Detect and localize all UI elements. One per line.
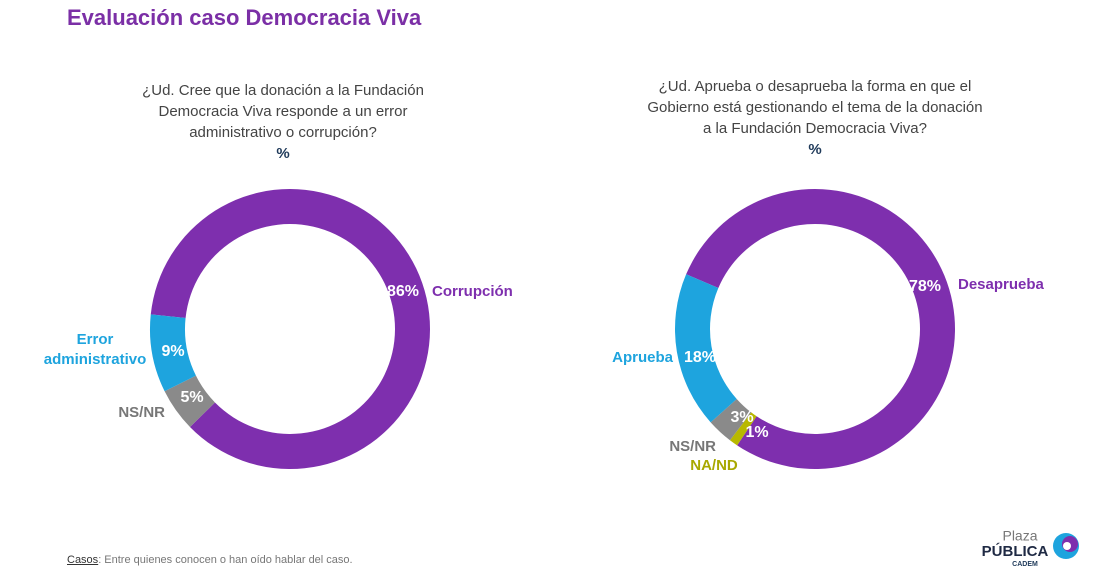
logo-sub: CADEM bbox=[1012, 561, 1038, 568]
value-label: 3% bbox=[730, 409, 753, 426]
footnote-label: Casos bbox=[67, 554, 99, 566]
category-label-line: Error bbox=[77, 331, 114, 348]
category-label: Error administrativo bbox=[44, 331, 147, 368]
unit-label: % bbox=[808, 141, 822, 158]
unit-label: % bbox=[276, 145, 290, 162]
value-label: 18% bbox=[684, 349, 716, 366]
footnote: Casos: Entre quienes conocen o han oído … bbox=[67, 554, 353, 566]
page-title: Evaluación caso Democracia Viva bbox=[67, 5, 422, 30]
footnote-text: : Entre quienes conocen o han oído habla… bbox=[98, 554, 353, 566]
donut-segment bbox=[150, 189, 430, 470]
question-text: ¿Ud. Aprueba o desaprueba la forma en qu… bbox=[647, 78, 983, 137]
value-label: 1% bbox=[745, 424, 768, 441]
category-label: Corrupción bbox=[432, 283, 513, 300]
category-label: Aprueba bbox=[612, 349, 674, 366]
category-label: Desaprueba bbox=[958, 276, 1045, 293]
category-label: NS/NR bbox=[118, 404, 165, 421]
logo: Plaza PÚBLICA CADEM bbox=[982, 528, 1079, 568]
donut-segment bbox=[675, 274, 737, 423]
donut-segment bbox=[164, 375, 215, 427]
logo-top: Plaza bbox=[1002, 528, 1037, 544]
logo-main: PÚBLICA bbox=[982, 542, 1049, 560]
chart-question: ¿Ud. Aprueba o desaprueba la forma en qu… bbox=[645, 76, 985, 160]
category-label: NS/NR bbox=[669, 438, 716, 455]
logo-icon bbox=[1063, 542, 1071, 550]
donut-segment bbox=[710, 398, 752, 441]
value-label: 86% bbox=[387, 283, 419, 300]
donut-segment bbox=[150, 314, 196, 392]
value-label: 5% bbox=[180, 389, 203, 406]
value-label: 78% bbox=[909, 278, 941, 295]
category-label-line: administrativo bbox=[44, 351, 147, 368]
chart-question: ¿Ud. Cree que la donación a la Fundación… bbox=[113, 80, 453, 164]
question-text: ¿Ud. Cree que la donación a la Fundación… bbox=[142, 82, 424, 141]
category-label: NA/ND bbox=[690, 457, 738, 474]
value-label: 9% bbox=[161, 343, 184, 360]
donut-segment bbox=[729, 412, 757, 446]
